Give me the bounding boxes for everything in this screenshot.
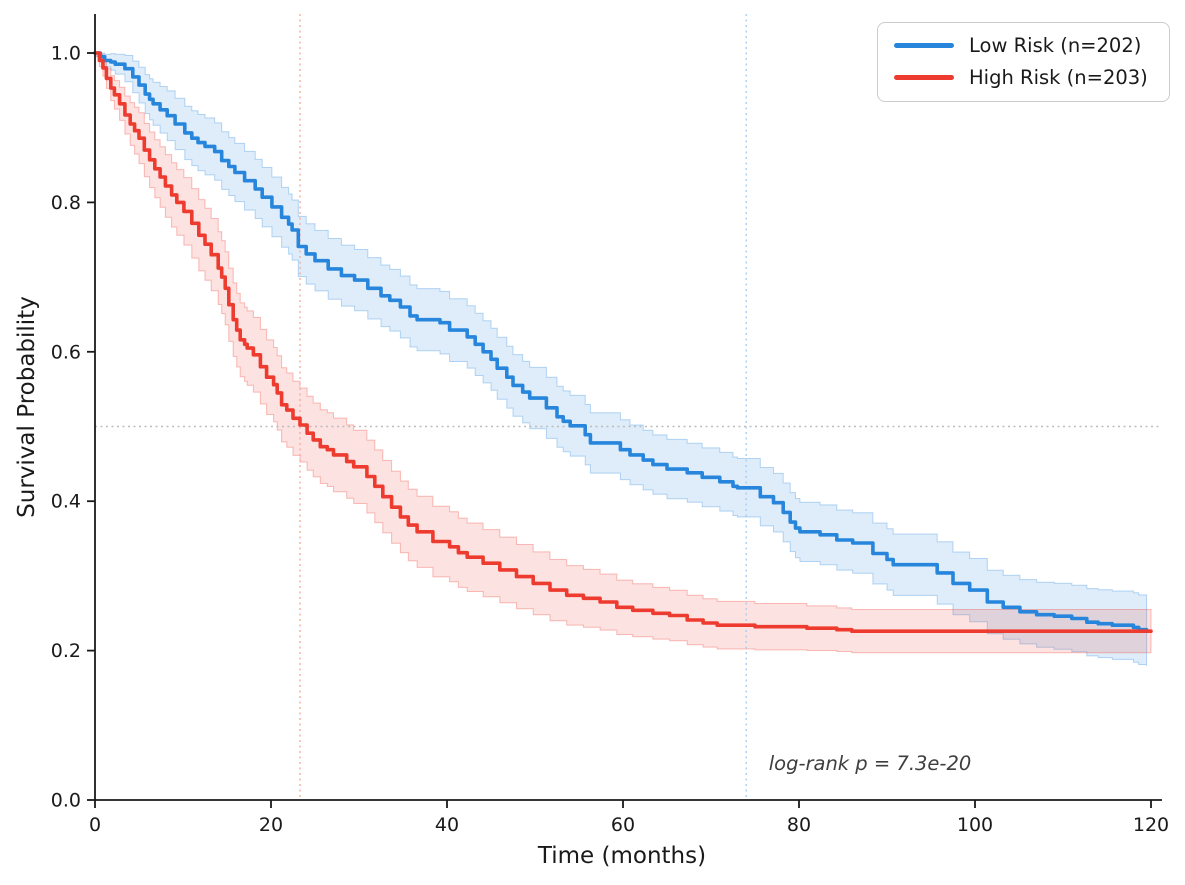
y-axis-label: Survival Probability [14,296,40,518]
y-tick-label: 0.8 [51,192,81,214]
x-tick-label: 0 [89,814,101,836]
x-tick-label: 120 [1133,814,1169,836]
y-tick-label: 1.0 [51,43,81,65]
low-risk-confidence-band [94,52,1148,667]
low-risk-line-swatch [894,43,954,48]
y-tick-label: 0.2 [51,640,81,662]
low-risk-survival-curve [93,51,1149,633]
x-tick-label: 100 [957,814,993,836]
legend-row-high-risk: High Risk (n=203) [894,66,1155,89]
legend-row-low-risk: Low Risk (n=202) [894,34,1155,57]
legend: Low Risk (n=202) High Risk (n=203) [877,22,1170,102]
high-risk-line-swatch [894,75,954,80]
y-tick-label: 0.4 [51,491,81,513]
x-tick-label: 80 [787,814,811,836]
high-risk-survival-curve [93,51,1153,633]
x-axis-label: Time (months) [537,843,707,869]
log-rank-annotation: log-rank p = 7.3e-20 [768,752,972,775]
x-tick-label: 60 [611,814,635,836]
y-tick-label: 0.6 [51,341,81,363]
x-tick-label: 40 [435,814,459,836]
legend-label-high-risk: High Risk (n=203) [969,66,1148,89]
x-tick-label: 20 [259,814,283,836]
high-risk-confidence-band [94,52,1152,654]
legend-label-low-risk: Low Risk (n=202) [969,34,1142,57]
y-tick-label: 0.0 [51,790,81,812]
